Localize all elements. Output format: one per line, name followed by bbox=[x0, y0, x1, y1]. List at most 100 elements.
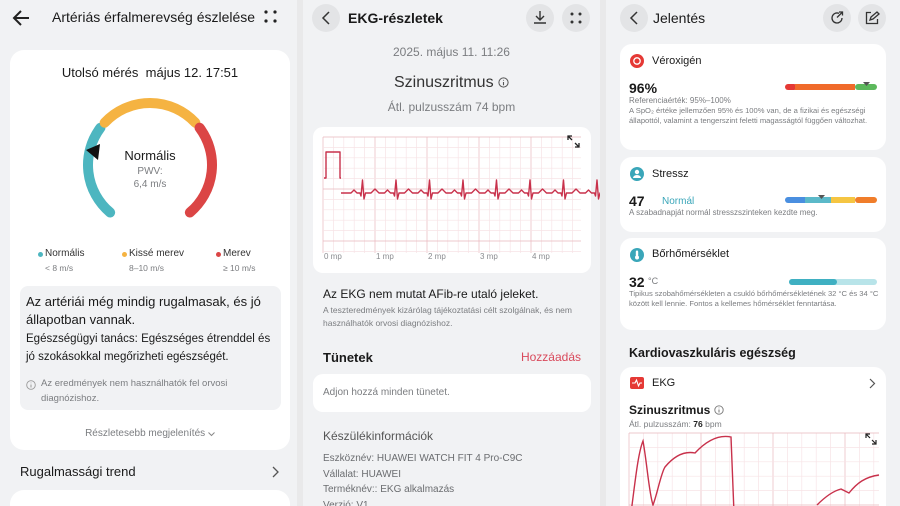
share-icon bbox=[831, 11, 844, 24]
last-date: május 12. 17:51 bbox=[145, 65, 239, 80]
last-label: Utolsó mérés bbox=[61, 65, 139, 80]
ecg-note: A teszteredmények kizárólag tájékoztatás… bbox=[323, 305, 572, 329]
device-title: Készülékinformációk bbox=[323, 429, 434, 443]
disclaimer: Az eredmények nem használhatók fel orvos… bbox=[41, 378, 228, 405]
legend-range: 8–10 m/s bbox=[129, 263, 164, 273]
page-title: Jelentés bbox=[653, 10, 706, 26]
chevron-right[interactable] bbox=[869, 378, 876, 389]
symptoms-placeholder: Adjon hozzá minden tünetet. bbox=[323, 387, 450, 398]
spo2-value: 96% bbox=[629, 80, 658, 96]
device-line: Verzió: V1 bbox=[323, 499, 369, 506]
ecg-trace bbox=[324, 151, 600, 200]
download-icon bbox=[534, 11, 546, 24]
stress-level: Normál bbox=[662, 196, 695, 207]
next-card bbox=[10, 490, 290, 506]
skin-text: Tipikus szobahőmérsékleten a csukló bőrh… bbox=[629, 289, 879, 309]
skin-unit: °C bbox=[648, 276, 659, 286]
expand-button[interactable] bbox=[567, 135, 580, 148]
summary: Az artériái még mindig rugalmasak, és jó… bbox=[26, 294, 261, 327]
legend-dot bbox=[122, 252, 127, 257]
ecg-date: 2025. május 11. 11:26 bbox=[393, 45, 510, 59]
legend-label: Kissé merev bbox=[129, 248, 185, 259]
spo2-scale bbox=[785, 82, 877, 90]
spo2-title: Véroxigén bbox=[652, 55, 702, 67]
time-label: 1 mp bbox=[376, 252, 394, 261]
back-button[interactable] bbox=[620, 4, 648, 32]
ecg-preview bbox=[628, 432, 880, 506]
cardio-rhythm: Szinuszritmus bbox=[629, 403, 724, 417]
back-button[interactable] bbox=[312, 4, 340, 32]
spo2-card bbox=[620, 44, 886, 150]
ecg-screen: EKG-részletek 2025. május 11. 11:26 Szin… bbox=[303, 0, 600, 506]
spo2-reference: Referenciaérték: 95%–100% bbox=[629, 96, 731, 105]
chevron-down bbox=[208, 432, 215, 437]
hr-value: 76 bbox=[693, 419, 703, 429]
time-label: 3 mp bbox=[480, 252, 498, 261]
more-link[interactable]: Részletesebb megjelenítés bbox=[10, 428, 290, 440]
hr-label: Átl. pulzusszám: bbox=[629, 419, 691, 429]
more-icon bbox=[570, 12, 582, 24]
back-icon bbox=[321, 11, 330, 25]
cardio-hr: Átl. pulzusszám: 76 bpm bbox=[629, 419, 722, 429]
stress-icon bbox=[630, 167, 644, 181]
more-text: Részletesebb megjelenítés bbox=[85, 428, 206, 439]
gauge-arc bbox=[83, 122, 116, 218]
skin-value: 32 bbox=[629, 274, 645, 290]
page-title: Artériás érfalmerevség észlelése bbox=[52, 9, 256, 25]
legend-label: Merev bbox=[223, 248, 251, 259]
device-line: Eszköznév: HUAWEI WATCH FIT 4 Pro-C9C bbox=[323, 453, 523, 464]
ecg-result: Az EKG nem mutat AFib-re utaló jeleket. bbox=[323, 287, 539, 301]
spo2-icon bbox=[630, 54, 644, 68]
gauge-status: Normális bbox=[124, 148, 176, 163]
back-button[interactable] bbox=[12, 8, 32, 28]
stress-scale bbox=[785, 195, 877, 203]
trend-row[interactable]: Rugalmassági trend bbox=[20, 464, 136, 479]
edit-button[interactable] bbox=[858, 4, 886, 32]
stress-card bbox=[620, 157, 886, 232]
stress-title: Stressz bbox=[652, 168, 689, 180]
legend-dot bbox=[216, 252, 221, 257]
symptoms-title: Tünetek bbox=[323, 350, 373, 365]
stress-text: A szabadnapját normál stresszszinteken k… bbox=[629, 208, 818, 217]
arterial-screen: Artériás érfalmerevség észlelése Utolsó … bbox=[0, 0, 297, 506]
ecg-trace bbox=[631, 435, 880, 506]
time-label: 0 mp bbox=[324, 252, 342, 261]
expand-button[interactable] bbox=[865, 433, 877, 445]
gauge-pointer bbox=[86, 144, 100, 160]
rhythm-text: Szinuszritmus bbox=[629, 403, 711, 417]
ecg-icon bbox=[630, 377, 644, 389]
ecg-avg-hr: Átl. pulzusszám 74 bpm bbox=[387, 100, 516, 114]
gauge-arc bbox=[99, 98, 201, 128]
cardio-title: Kardiovaszkuláris egészség bbox=[629, 346, 796, 360]
legend-range: ≥ 10 m/s bbox=[223, 263, 256, 273]
rhythm-text: Szinuszritmus bbox=[393, 74, 494, 91]
cardio-ecg-title: EKG bbox=[652, 377, 676, 389]
more-button[interactable] bbox=[263, 9, 279, 25]
device-line: Terméknév:: EKG alkalmazás bbox=[323, 484, 455, 495]
time-label: 4 mp bbox=[532, 252, 550, 261]
share-button[interactable] bbox=[823, 4, 851, 32]
gauge-metric: PWV: bbox=[137, 166, 163, 177]
info-icon bbox=[498, 77, 509, 88]
cardio-card bbox=[620, 367, 886, 506]
time-label: 2 mp bbox=[428, 252, 446, 261]
last-measurement: Utolsó mérés május 12. 17:51 bbox=[10, 65, 290, 81]
gauge-value: 6,4 m/s bbox=[133, 179, 167, 190]
info-box bbox=[20, 286, 281, 410]
back-icon bbox=[629, 11, 638, 25]
skin-title: Bőrhőmérséklet bbox=[652, 248, 730, 260]
add-symptom[interactable]: Hozzáadás bbox=[520, 350, 581, 364]
hr-unit: bpm bbox=[705, 419, 722, 429]
legend-dot bbox=[38, 252, 43, 257]
legend-label: Normális bbox=[45, 248, 85, 259]
ecg-card bbox=[313, 127, 591, 273]
ecg-rhythm: Szinuszritmus bbox=[303, 73, 600, 92]
device-line: Vállalat: HUAWEI bbox=[323, 468, 401, 480]
advice: Egészségügyi tanács: Egészséges étrendde… bbox=[26, 333, 271, 363]
gauge bbox=[83, 98, 217, 218]
stress-value: 47 bbox=[629, 193, 645, 209]
legend-range: < 8 m/s bbox=[45, 263, 74, 273]
more-button[interactable] bbox=[562, 4, 590, 32]
skin-icon bbox=[630, 248, 644, 262]
